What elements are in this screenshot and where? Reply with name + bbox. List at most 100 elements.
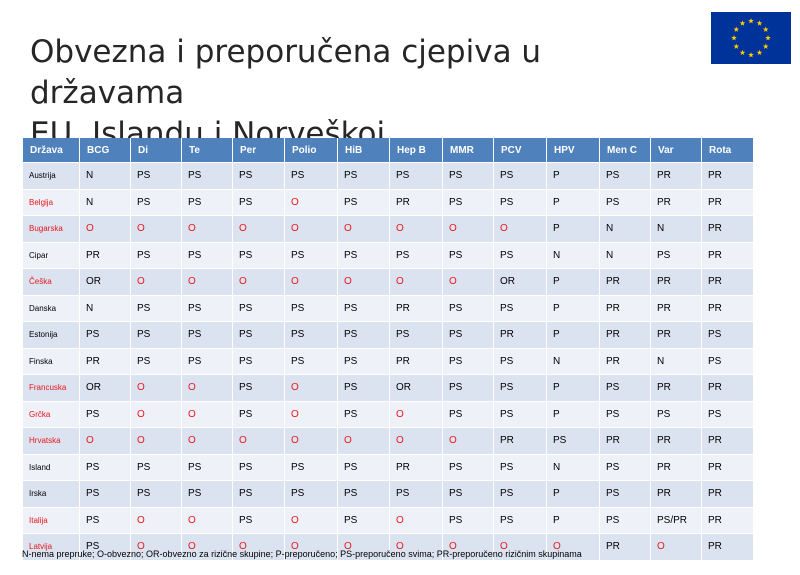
vaccine-status-cell: O [284, 427, 338, 455]
table-row: Island PS PS PS PS PS PS PR PS PS N PS PR PR [22, 454, 753, 481]
vaccine-status-cell: PS [442, 454, 494, 481]
table-row: Češka OR O O O O O O O OR P PR PR PR [22, 268, 753, 296]
vaccine-status-cell: PS [337, 242, 390, 269]
vaccine-status-cell: PS [442, 480, 494, 508]
vaccine-status-cell: PS [442, 189, 494, 216]
country-cell: Francuska [22, 374, 80, 402]
vaccine-status-cell: N [79, 295, 131, 322]
vaccine-status-cell: PS [493, 454, 547, 481]
table-row: Bugarska O O O O O O O O O P N N PR [22, 215, 753, 243]
vaccine-status-cell: PS [493, 162, 547, 190]
vaccine-status-cell: PR [493, 427, 547, 455]
vaccine-status-cell: P [546, 215, 600, 243]
vaccine-status-cell: O [650, 533, 702, 561]
vaccine-status-cell: O [232, 533, 285, 561]
vaccine-status-cell: PR [79, 348, 131, 375]
vaccine-status-cell: PS [389, 480, 443, 508]
column-header: Rota [701, 138, 753, 163]
vaccine-status-cell: PR [701, 480, 753, 508]
table-row: Belgija N PS PS PS O PS PR PS PS P PS PR PR [22, 189, 753, 216]
vaccine-status-cell: PS [337, 401, 390, 428]
vaccine-status-cell: PS [442, 295, 494, 322]
country-cell: Finska [22, 348, 80, 375]
vaccine-status-cell: PS [79, 454, 131, 481]
flag-star-icon [733, 43, 740, 49]
flag-star-icon [748, 52, 754, 58]
vaccine-status-cell: O [389, 401, 443, 428]
vaccine-status-cell: PR [650, 374, 702, 402]
vaccine-status-cell: N [546, 454, 600, 481]
vaccine-status-cell: PR [493, 321, 547, 349]
vaccine-status-cell: PS [493, 507, 547, 534]
vaccine-status-cell: O [389, 268, 443, 296]
vaccine-status-cell: PS [337, 321, 390, 349]
vaccine-status-cell: PS [284, 242, 338, 269]
vaccine-status-cell: O [181, 401, 233, 428]
vaccine-status-cell: O [389, 533, 443, 561]
vaccine-status-cell: P [546, 295, 600, 322]
vaccine-status-cell: OR [493, 268, 547, 296]
vaccine-status-cell: PR [650, 427, 702, 455]
vaccine-status-cell: PR [701, 295, 753, 322]
vaccine-status-cell: PS [232, 480, 285, 508]
flag-star-icon [756, 20, 763, 26]
flag-star-icon [739, 49, 746, 56]
vaccine-status-cell: OR [79, 268, 131, 296]
vaccine-status-cell: PS [599, 401, 651, 428]
column-header: Hep B [389, 138, 443, 163]
column-header: Te [181, 138, 233, 163]
vaccine-status-cell: PR [701, 454, 753, 481]
table-row: Grčka PS O O PS O PS O PS PS P PS PS PS [22, 401, 753, 428]
vaccine-status-cell: P [546, 374, 600, 402]
table-row: Irska PS PS PS PS PS PS PS PS PS P PS PR PR [22, 480, 753, 508]
vaccine-status-cell: PS [181, 162, 233, 190]
vaccine-status-cell: PS [232, 162, 285, 190]
vaccine-status-cell: PR [650, 295, 702, 322]
country-cell: Italija [22, 507, 80, 534]
vaccine-status-cell: PS [599, 454, 651, 481]
column-header: Di [130, 138, 182, 163]
vaccine-status-cell: O [546, 533, 600, 561]
legend-footnote: N-nema prepruke; O-obvezno; OR-obvezno z… [22, 549, 582, 559]
vaccine-status-cell: PS [389, 242, 443, 269]
vaccine-status-cell: PS [79, 507, 131, 534]
vaccine-status-cell: PR [701, 374, 753, 402]
vaccine-status-cell: P [546, 268, 600, 296]
vaccine-status-cell: O [130, 268, 182, 296]
country-cell: Bugarska [22, 215, 80, 243]
country-cell: Latvija [22, 533, 80, 561]
vaccine-status-cell: PR [701, 507, 753, 534]
vaccine-status-cell: O [284, 215, 338, 243]
vaccine-status-cell: PS [337, 454, 390, 481]
vaccine-status-cell: PR [701, 162, 753, 190]
vaccine-status-cell: O [181, 533, 233, 561]
vaccine-status-cell: PS [130, 189, 182, 216]
vaccine-status-cell: PR [389, 189, 443, 216]
column-header: HPV [546, 138, 600, 163]
flag-star-icon [756, 49, 763, 56]
flag-star-icon [739, 20, 746, 26]
vaccine-status-cell: PS [493, 242, 547, 269]
column-header: BCG [79, 138, 131, 163]
vaccine-status-cell: PS [493, 348, 547, 375]
table-row: Finska PR PS PS PS PS PS PR PS PS N PR N PS [22, 348, 753, 375]
vaccine-status-cell: PR [389, 348, 443, 375]
country-cell: Estonija [22, 321, 80, 349]
vaccine-status-cell: P [546, 507, 600, 534]
vaccine-status-cell: PR [701, 215, 753, 243]
vaccine-status-cell: O [389, 427, 443, 455]
vaccine-status-cell: PS [599, 507, 651, 534]
country-cell: Danska [22, 295, 80, 322]
vaccine-status-cell: N [546, 242, 600, 269]
vaccine-status-cell: PR [599, 348, 651, 375]
vaccine-status-cell: O [79, 427, 131, 455]
column-header: Men C [599, 138, 651, 163]
vaccine-status-cell: PS [337, 295, 390, 322]
vaccine-status-cell: PS [181, 480, 233, 508]
table-row: Estonija PS PS PS PS PS PS PS PS PR P PR PR PS [22, 321, 753, 349]
vaccine-status-cell: PS [701, 401, 753, 428]
vaccine-status-cell: O [130, 215, 182, 243]
vaccine-status-cell: PR [701, 268, 753, 296]
vaccine-status-cell: PS [493, 480, 547, 508]
vaccine-table: Država BCG Di Te Per Polio HiB Hep B MMR PCV HPV Me… [22, 138, 753, 561]
